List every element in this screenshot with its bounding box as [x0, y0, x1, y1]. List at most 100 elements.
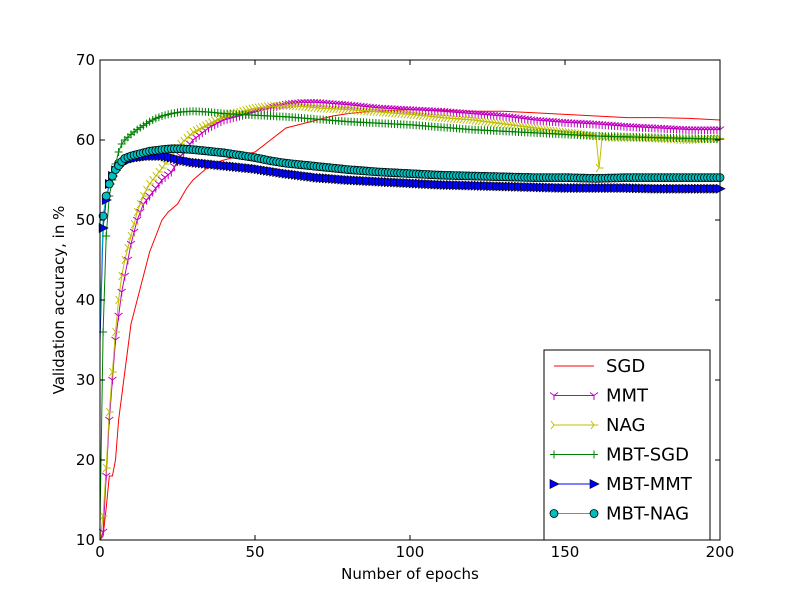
data-point-mmt [579, 119, 588, 128]
data-point-mmt [656, 124, 666, 133]
data-point-nag [112, 327, 120, 337]
data-point-mmt [464, 109, 474, 118]
data-point-nag [127, 231, 136, 241]
series-markers-mbt-mmt [98, 151, 726, 233]
data-point-nag [595, 163, 604, 173]
data-point-nag [115, 295, 124, 305]
y-axis-ticks: 10 20 30 40 50 60 70 [76, 51, 720, 549]
data-point-mmt [622, 123, 632, 131]
legend-label: MBT-NAG [606, 504, 689, 525]
data-point-mmt [461, 109, 471, 118]
data-point-nag [99, 511, 108, 521]
data-point-mmt [526, 116, 536, 125]
data-point-nag [109, 367, 117, 377]
data-point-nag [105, 407, 114, 417]
data-point-mmt [328, 100, 337, 109]
data-point-mmt [340, 101, 350, 110]
data-point-mmt [117, 288, 126, 297]
data-point-mmt [346, 101, 356, 110]
data-point-nag [118, 271, 127, 281]
data-point-mmt [101, 472, 111, 481]
data-point-mmt [343, 101, 353, 110]
x-tick-label: 150 [551, 543, 580, 561]
data-point-mmt [325, 99, 334, 108]
data-point-nag [130, 219, 139, 229]
data-point-mmt [334, 100, 343, 109]
data-point-nag [121, 255, 130, 265]
legend-label: MBT-SGD [606, 445, 689, 466]
data-point-mmt [486, 111, 495, 120]
data-point-mmt [563, 119, 573, 128]
data-point-mmt [458, 109, 467, 118]
data-point-mmt [647, 124, 657, 133]
data-point-mmt [548, 118, 557, 126]
data-point-mmt [402, 106, 412, 114]
data-point-mmt [604, 121, 613, 130]
data-point-mmt [430, 107, 440, 116]
data-point-mmt [554, 118, 564, 127]
data-point-nag [152, 171, 161, 181]
data-point-mmt [405, 106, 415, 115]
legend-entry-mbt-sgd: MBT-SGD [550, 445, 689, 466]
data-point-mmt [523, 115, 533, 124]
x-tick-label: 200 [706, 543, 735, 561]
y-tick-label: 30 [76, 371, 95, 389]
data-point-mmt [470, 110, 480, 119]
y-tick-label: 10 [76, 531, 95, 549]
data-point-mmt [638, 123, 647, 132]
legend-marker [589, 509, 599, 518]
data-point-mmt [539, 117, 548, 126]
data-point-mmt [427, 107, 436, 116]
legend-label: SGD [606, 356, 645, 377]
data-point-mmt [436, 107, 446, 116]
data-point-mbt-sgd [114, 148, 123, 156]
data-point-nag [161, 159, 170, 169]
data-point-mmt [616, 122, 626, 131]
data-point-mmt [672, 125, 681, 134]
data-point-nag [102, 463, 111, 473]
x-tick-label: 0 [95, 543, 105, 561]
data-point-mmt [570, 119, 579, 128]
data-point-mmt [337, 100, 347, 109]
data-point-nag [140, 191, 148, 201]
legend-box [543, 349, 711, 541]
data-point-mmt [632, 123, 641, 132]
data-point-nag [146, 179, 155, 189]
legend-entry-mmt: MMT [549, 386, 649, 407]
data-point-mmt [455, 109, 464, 118]
y-tick-label: 70 [76, 51, 95, 69]
data-point-mmt [601, 121, 610, 130]
data-point-mmt [585, 120, 595, 129]
data-point-mmt [495, 112, 505, 121]
data-point-mmt [557, 118, 567, 127]
legend-marker [589, 392, 599, 400]
data-point-mmt [508, 113, 517, 122]
legend-marker [550, 420, 559, 430]
legend-marker [549, 479, 560, 489]
data-point-mmt [650, 124, 660, 133]
data-point-mmt [560, 119, 570, 127]
data-point-mmt [666, 125, 675, 134]
data-point-mmt [449, 108, 458, 117]
data-point-mmt [542, 117, 551, 126]
data-point-nag [158, 163, 167, 173]
series-line-sgd [99, 109, 721, 541]
data-point-mmt [442, 108, 452, 117]
data-point-mmt [514, 114, 523, 123]
x-tick-label: 100 [396, 543, 425, 561]
legend-marker [589, 479, 600, 489]
legend-marker [550, 450, 558, 459]
data-point-mmt [545, 117, 554, 126]
y-tick-label: 60 [76, 131, 95, 149]
data-point-mmt [532, 116, 542, 125]
legend-label: MMT [606, 386, 649, 407]
x-axis-label: Number of epochs [341, 565, 479, 583]
data-point-mmt [446, 108, 455, 117]
data-point-mmt [566, 119, 576, 128]
data-point-mmt [489, 111, 498, 120]
data-point-mmt [635, 123, 644, 132]
legend: SGD MMT NAG MBT-SGD MBT-MMT MBT-NAG [543, 349, 711, 541]
data-point-mmt [467, 110, 477, 119]
data-point-mmt [628, 123, 638, 132]
